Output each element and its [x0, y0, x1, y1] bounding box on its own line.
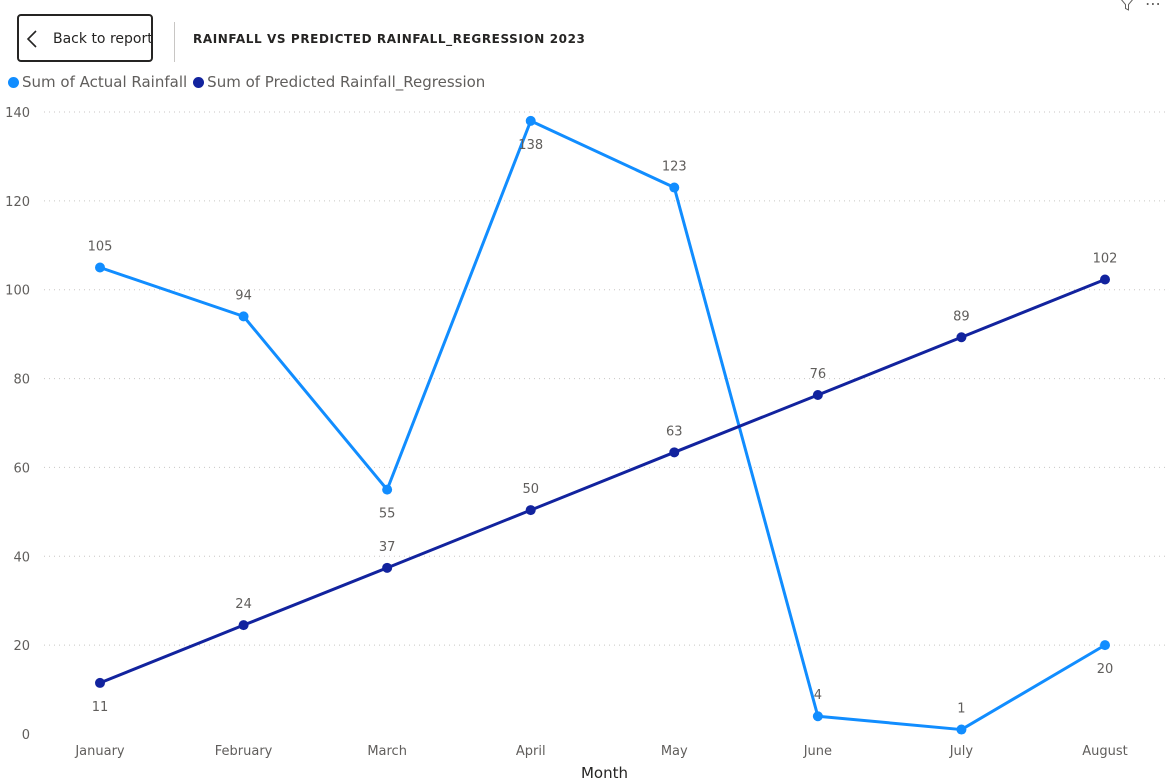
legend-item-actual[interactable]: Sum of Actual Rainfall: [8, 73, 187, 91]
x-tick-label: March: [367, 744, 407, 759]
x-tick-label: June: [803, 744, 832, 759]
x-tick-label: January: [74, 744, 125, 759]
data-label: 94: [235, 288, 252, 303]
data-point: [956, 724, 967, 735]
y-tick-label: 120: [5, 195, 30, 210]
x-tick-label: July: [949, 744, 974, 759]
data-label: 105: [88, 240, 113, 255]
data-label: 11: [92, 700, 109, 715]
y-tick-label: 60: [13, 461, 30, 476]
x-tick-label: February: [215, 744, 273, 759]
data-label: 76: [810, 367, 827, 382]
data-label: 24: [235, 597, 252, 612]
y-tick-label: 0: [22, 728, 30, 743]
data-label: 102: [1093, 251, 1118, 266]
legend-dot-actual: [8, 76, 19, 88]
data-point: [95, 677, 105, 688]
data-point: [382, 484, 393, 495]
y-tick-label: 80: [13, 373, 30, 388]
data-point: [238, 620, 249, 631]
filter-icon[interactable]: [1119, 0, 1135, 12]
more-options-icon[interactable]: ⋯: [1145, 0, 1162, 13]
data-point: [812, 390, 823, 401]
series-line-1: [99, 278, 1106, 685]
y-tick-label: 140: [5, 106, 30, 121]
legend-item-predicted[interactable]: Sum of Predicted Rainfall_Regression: [193, 73, 485, 91]
chart-title: RAINFALL VS PREDICTED RAINFALL_REGRESSIO…: [193, 32, 586, 46]
data-label: 138: [518, 138, 543, 153]
back-to-report-label: Back to report: [53, 31, 153, 47]
data-point: [1100, 274, 1110, 285]
data-point: [525, 505, 536, 516]
x-tick-label: August: [1082, 744, 1128, 759]
data-point: [669, 447, 680, 458]
data-label: 20: [1097, 662, 1114, 677]
data-point: [812, 711, 823, 722]
series-line-0: [99, 119, 1106, 732]
chart-legend: Sum of Actual Rainfall Sum of Predicted …: [8, 73, 491, 91]
back-to-report-button[interactable]: Back to report: [17, 14, 153, 62]
x-tick-label: April: [516, 744, 546, 759]
data-label: 55: [379, 507, 396, 522]
data-point: [956, 332, 967, 343]
data-label: 50: [522, 482, 539, 497]
chevron-left-icon: [26, 30, 37, 48]
visual-header-icons: ⋯: [1119, 0, 1162, 12]
data-point: [525, 115, 536, 126]
x-axis-title: Month: [581, 764, 628, 782]
legend-label-predicted: Sum of Predicted Rainfall_Regression: [207, 73, 486, 91]
data-point: [238, 311, 249, 322]
y-tick-label: 20: [13, 639, 30, 654]
data-label: 37: [379, 540, 396, 555]
data-point: [382, 562, 393, 573]
header-divider: [174, 22, 175, 62]
data-label: 1: [957, 702, 965, 717]
data-point: [669, 182, 680, 193]
data-label: 63: [666, 424, 683, 439]
y-tick-label: 100: [5, 284, 30, 299]
data-point: [1100, 640, 1110, 651]
data-label: 123: [662, 160, 687, 175]
data-label: 89: [953, 309, 970, 324]
legend-label-actual: Sum of Actual Rainfall: [22, 73, 188, 91]
y-tick-label: 40: [13, 550, 30, 565]
data-label: 4: [814, 688, 822, 703]
x-tick-label: May: [661, 744, 688, 759]
legend-dot-predicted: [193, 76, 205, 88]
data-point: [95, 262, 105, 273]
